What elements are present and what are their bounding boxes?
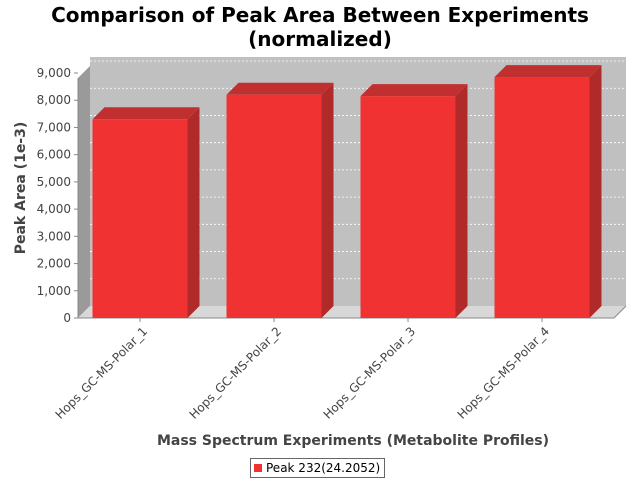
bar-side	[187, 107, 200, 319]
bar	[226, 82, 334, 319]
y-tick-label: 8,000	[37, 93, 71, 107]
plot-left-wall	[78, 66, 90, 318]
y-tick-label: 6,000	[37, 148, 71, 162]
bar-top	[494, 65, 602, 78]
y-tick-label: 0	[63, 311, 71, 325]
y-tick-label: 4,000	[37, 202, 71, 216]
floor-edge	[613, 305, 627, 319]
x-tick-label: Hops_GC-MS-Polar_1	[53, 324, 151, 422]
y-tick-label: 9,000	[37, 66, 71, 80]
bar-top	[92, 107, 200, 120]
bar-front	[92, 119, 188, 319]
bar-front	[494, 77, 590, 318]
y-tick-label: 5,000	[37, 175, 71, 189]
legend: Peak 232(24.2052)	[250, 458, 386, 478]
x-tick-label: Hops_GC-MS-Polar_3	[321, 324, 419, 422]
x-axis-labels: Hops_GC-MS-Polar_1 Hops_GC-MS-Polar_2 Hops…	[53, 318, 553, 422]
x-tick-label: Hops_GC-MS-Polar_2	[187, 324, 285, 422]
y-tick-label: 3,000	[37, 229, 71, 243]
bar-side	[589, 65, 602, 318]
y-tick-label: 2,000	[37, 257, 71, 271]
bar-side	[455, 84, 468, 318]
bar	[92, 107, 200, 319]
bar	[360, 84, 468, 318]
y-tick-label: 7,000	[37, 120, 71, 134]
bar-side	[321, 82, 334, 319]
legend-swatch	[254, 464, 262, 472]
bar-top	[226, 82, 334, 95]
bars	[92, 65, 602, 319]
y-axis-title: Peak Area (1e-3)	[13, 122, 29, 255]
bar-front	[226, 94, 322, 319]
x-tick-label: Hops_GC-MS-Polar_4	[455, 324, 553, 422]
plot-floor	[78, 306, 626, 318]
y-tick-label: 1,000	[37, 284, 71, 298]
chart-title-line-1: Comparison of Peak Area Between Experime…	[51, 3, 589, 27]
chart-title-line-2: (normalized)	[248, 27, 392, 51]
bar-front	[360, 96, 456, 318]
bar	[494, 65, 602, 318]
bar-top	[360, 84, 468, 97]
legend-label: Peak 232(24.2052)	[266, 461, 381, 475]
x-axis-title: Mass Spectrum Experiments (Metabolite Pr…	[157, 433, 549, 449]
y-axis-ticks: 0 1,000 2,000 3,000 4,000 5,000 6,000 7,000 8,00…	[37, 66, 78, 325]
chart-title: Comparison of Peak Area Between Experime…	[0, 3, 640, 51]
